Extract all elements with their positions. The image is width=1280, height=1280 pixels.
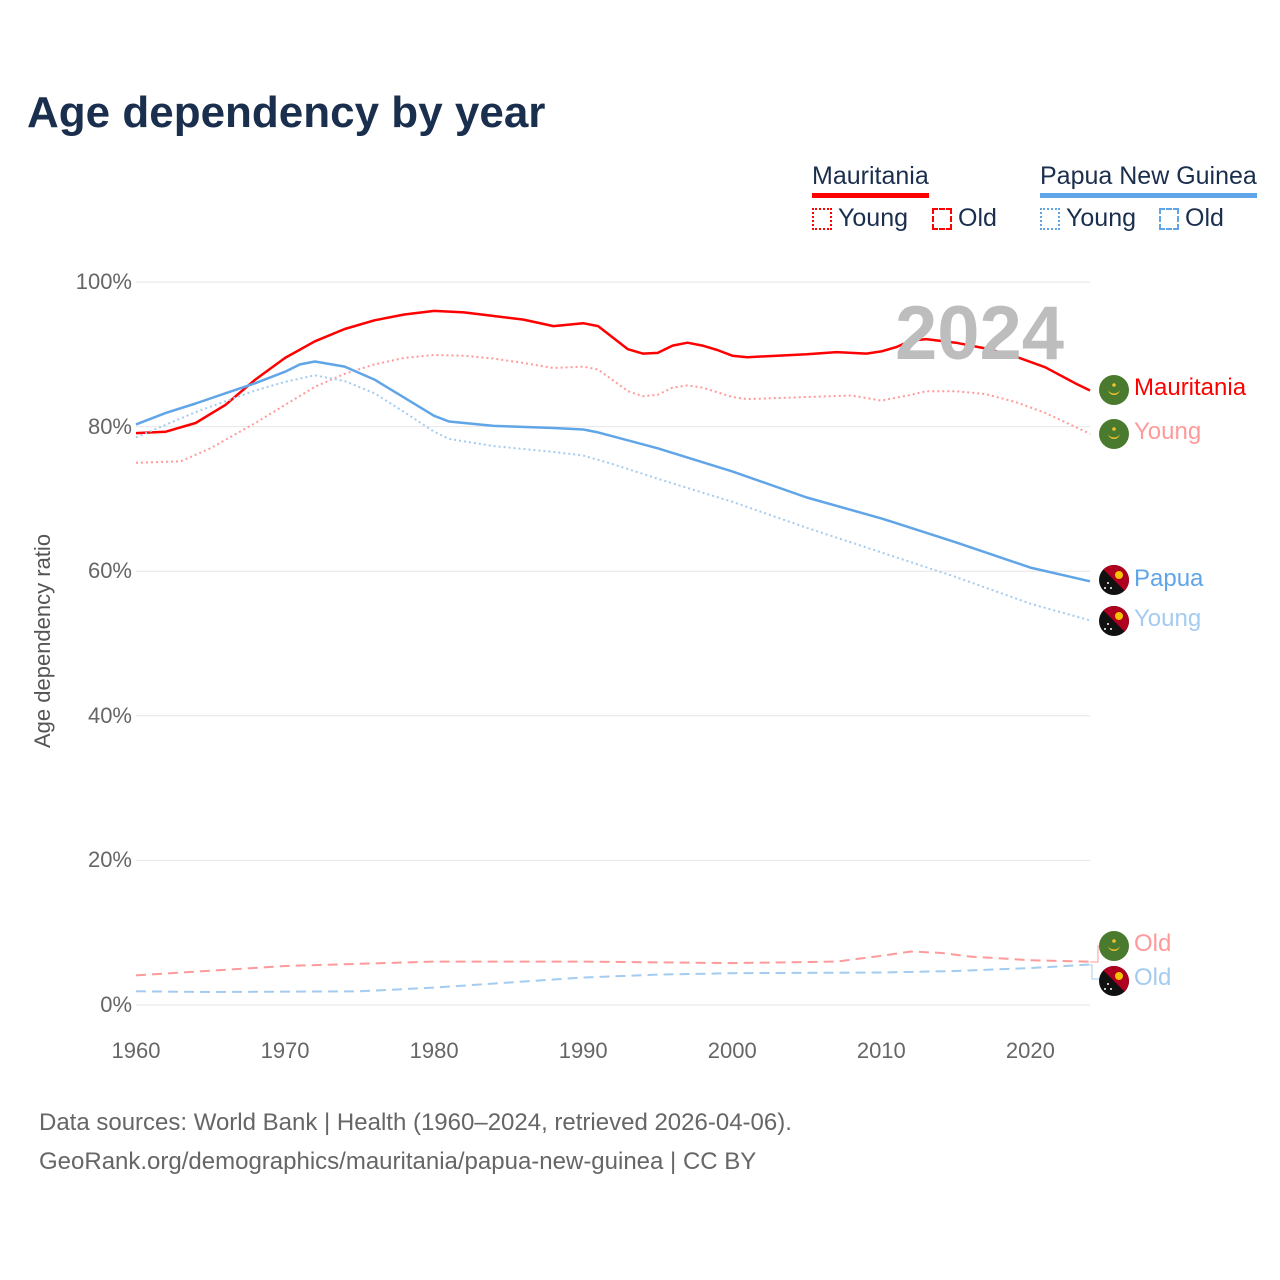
end-label-mauritania-old: Old: [1134, 930, 1172, 957]
series-line-mauritania-old: [135, 950, 1091, 977]
end-label-papua: Papua: [1134, 565, 1204, 592]
papua-new-guinea-flag-icon: [1099, 606, 1129, 636]
x-tick-label: 1960: [111, 1038, 161, 1063]
y-tick-label: 80%: [87, 413, 132, 439]
series-line-papua-new-guinea-young: [135, 374, 1091, 622]
legend-mauritania[interactable]: Mauritania: [812, 162, 929, 198]
legend-label: Old: [958, 204, 997, 232]
legend-label: Young: [838, 204, 908, 232]
end-label-papua-young: Young: [1134, 605, 1202, 632]
series-line-mauritania: [135, 309, 1091, 435]
mauritania-flag-icon: [1099, 375, 1129, 405]
chart-title: Age dependency by year: [27, 88, 546, 137]
source-line: Data sources: World Bank | Health (1960–…: [39, 1109, 792, 1136]
flags: [1099, 375, 1129, 996]
papua-new-guinea-flag-icon: [1099, 565, 1129, 595]
legend-papua-new-guinea[interactable]: Papua New Guinea: [1040, 162, 1257, 198]
y-tick-label: 100%: [75, 269, 132, 294]
y-tick-label: 20%: [87, 847, 132, 873]
end-label-papua-old: Old: [1134, 964, 1172, 991]
dotted-swatch-icon: [812, 207, 832, 230]
legend-png-old[interactable]: Old: [1159, 204, 1224, 233]
y-axis-label: Age dependency ratio: [30, 533, 55, 748]
x-tick-label: 1980: [409, 1038, 459, 1063]
x-tick-label: 1970: [260, 1038, 310, 1063]
y-tick-label: 40%: [87, 702, 132, 728]
mauritania-flag-icon: [1099, 931, 1129, 961]
x-tick-label: 2020: [1005, 1038, 1055, 1063]
mauritania-flag-icon: [1099, 419, 1129, 449]
source-url[interactable]: GeoRank.org/demographics/mauritania/papu…: [39, 1148, 757, 1175]
end-label-mauritania: Mauritania: [1134, 374, 1247, 401]
dashed-swatch-icon: [932, 207, 952, 230]
legend-png-young[interactable]: Young: [1040, 204, 1136, 233]
series-line-papua-new-guinea: [135, 360, 1091, 583]
x-tick-label: 1990: [558, 1038, 608, 1063]
x-tick-label: 2000: [707, 1038, 757, 1063]
papua-new-guinea-flag-icon: [1099, 966, 1129, 996]
x-tick-label: 2010: [856, 1038, 906, 1063]
legend-label: Young: [1066, 204, 1136, 232]
dotted-swatch-icon: [1040, 207, 1060, 230]
end-label-mauritania-young: Young: [1134, 418, 1202, 445]
gridlines: [136, 281, 1090, 1006]
dashed-swatch-icon: [1159, 207, 1179, 230]
legend-label: Old: [1185, 204, 1224, 232]
legend-mauritania-young[interactable]: Young: [812, 204, 908, 233]
year-display: 2024: [895, 291, 1065, 376]
series-lines: [135, 309, 1091, 993]
y-tick-label: 60%: [87, 558, 132, 584]
series-line-papua-new-guinea-old: [135, 963, 1091, 993]
series-line-mauritania-young: [135, 354, 1091, 464]
legend-mauritania-old[interactable]: Old: [932, 204, 997, 233]
y-tick-label: 0%: [100, 992, 132, 1017]
